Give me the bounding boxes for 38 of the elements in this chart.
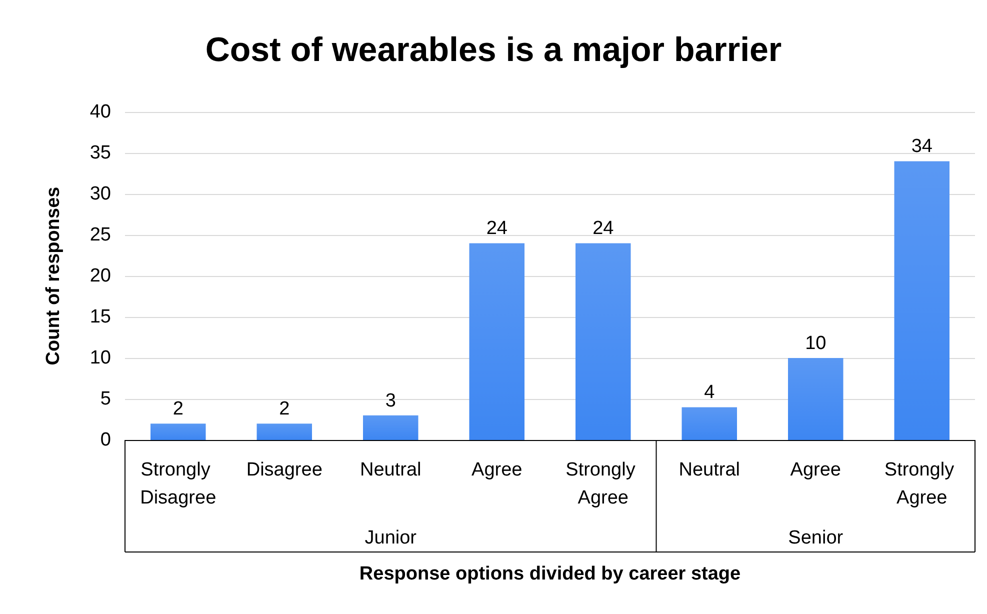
- x-tick-label: Agree: [790, 460, 841, 480]
- y-tick-label: 10: [90, 348, 111, 368]
- y-tick-label: 0: [100, 430, 111, 450]
- x-tick-label: Neutral: [678, 460, 740, 480]
- x-tick-label: Strongly Agree: [566, 460, 641, 508]
- data-label: 24: [592, 218, 614, 240]
- y-tick-label: 15: [90, 306, 111, 328]
- data-label: 2: [172, 398, 184, 420]
- bar: [469, 243, 524, 440]
- y-tick-label: 20: [90, 266, 111, 286]
- data-label: 10: [805, 333, 826, 354]
- data-label: 2: [279, 398, 290, 420]
- x-tick-label: Agree: [472, 460, 522, 480]
- data-label: 24: [486, 218, 508, 240]
- y-tick-label: 35: [90, 142, 111, 164]
- bar: [788, 358, 844, 440]
- y-tick-label: 5: [100, 388, 111, 410]
- x-tick-label: Disagree: [246, 460, 322, 480]
- bar: [576, 243, 631, 440]
- bar: [363, 415, 418, 440]
- data-label: 3: [385, 390, 396, 412]
- text: Junior: [364, 528, 418, 548]
- bar: [682, 407, 737, 440]
- bar: [150, 424, 206, 440]
- y-tick-label: 30: [90, 184, 111, 204]
- chart-title: Cost of wearables is a major barrier: [205, 31, 782, 69]
- bar: [894, 161, 950, 440]
- text: Senior: [788, 528, 844, 548]
- x-tick-label: Strongly Disagree: [140, 460, 216, 508]
- y-tick-label: 25: [90, 224, 111, 246]
- x-axis-title: Response options divided by career stage: [359, 564, 741, 584]
- x-tick-label: Strongly Agree: [884, 460, 960, 508]
- y-tick-label: 40: [90, 102, 111, 122]
- y-axis-title: Count of responses: [43, 186, 64, 366]
- data-label: 4: [704, 382, 716, 404]
- bar: [256, 424, 312, 440]
- x-tick-label: Neutral: [360, 460, 422, 480]
- data-label: 34: [911, 136, 933, 158]
